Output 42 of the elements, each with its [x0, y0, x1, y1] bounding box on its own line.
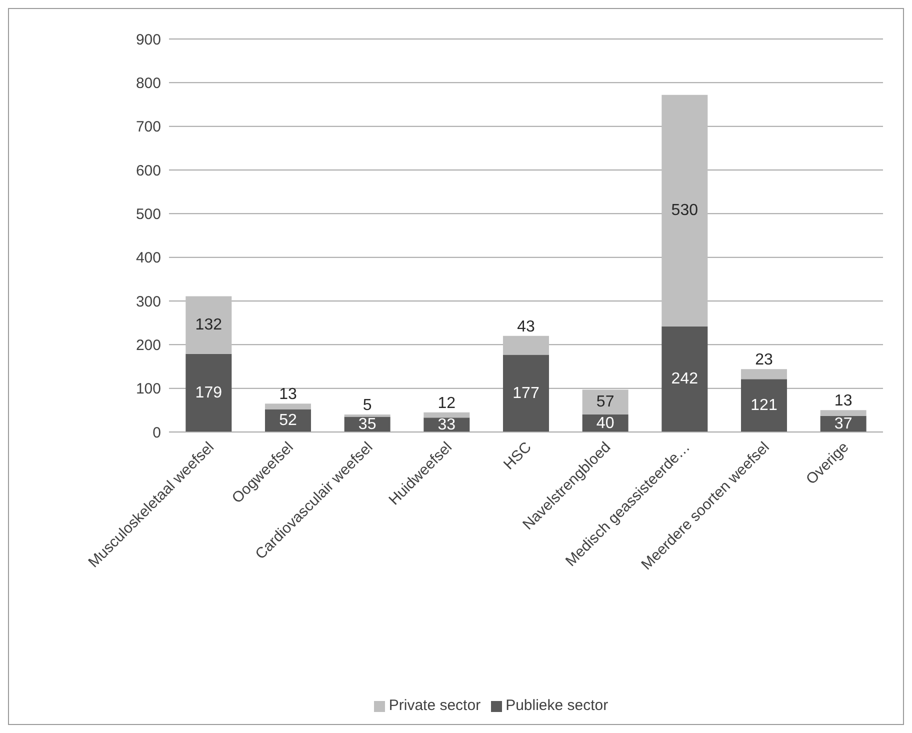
bar — [582, 390, 628, 415]
data-label: 33 — [438, 416, 456, 434]
data-label: 40 — [596, 414, 614, 432]
data-label: 35 — [358, 416, 376, 433]
data-label: 13 — [279, 386, 297, 404]
data-label: 177 — [512, 384, 540, 402]
y-tick-label: 300 — [136, 293, 161, 310]
y-tick-label: 600 — [136, 162, 161, 180]
data-label: 5 — [362, 397, 372, 414]
y-tick-label: 500 — [136, 206, 161, 223]
bar — [264, 404, 311, 410]
bar — [186, 296, 232, 354]
y-tick-label: 900 — [136, 31, 161, 48]
data-label: 37 — [834, 415, 852, 432]
data-label: 132 — [195, 316, 222, 334]
bar — [502, 354, 549, 432]
bar — [502, 336, 549, 355]
data-label: 43 — [517, 318, 535, 336]
y-tick-label: 0 — [152, 424, 161, 442]
data-label: 179 — [195, 384, 222, 402]
data-label: 12 — [438, 394, 456, 412]
bar — [820, 410, 866, 416]
legend-label: Private sector — [388, 697, 481, 714]
bar — [662, 94, 708, 326]
y-tick-label: 200 — [136, 336, 161, 354]
y-tick-label: 100 — [136, 380, 161, 398]
legend-label: Publieke sector — [506, 697, 608, 714]
bar — [740, 379, 787, 432]
y-tick-label: 700 — [136, 118, 161, 136]
data-label: 23 — [755, 352, 773, 369]
data-label: 242 — [671, 370, 698, 388]
data-label: 121 — [750, 397, 778, 414]
bar — [424, 412, 470, 418]
data-label: 52 — [279, 412, 297, 430]
bar — [186, 354, 232, 432]
bar — [662, 326, 708, 432]
data-label: 530 — [671, 202, 698, 220]
y-tick-label: 800 — [136, 74, 161, 92]
data-label: 57 — [596, 394, 614, 411]
bar — [740, 369, 787, 380]
y-tick-label: 400 — [136, 250, 161, 267]
data-label: 13 — [834, 392, 852, 410]
